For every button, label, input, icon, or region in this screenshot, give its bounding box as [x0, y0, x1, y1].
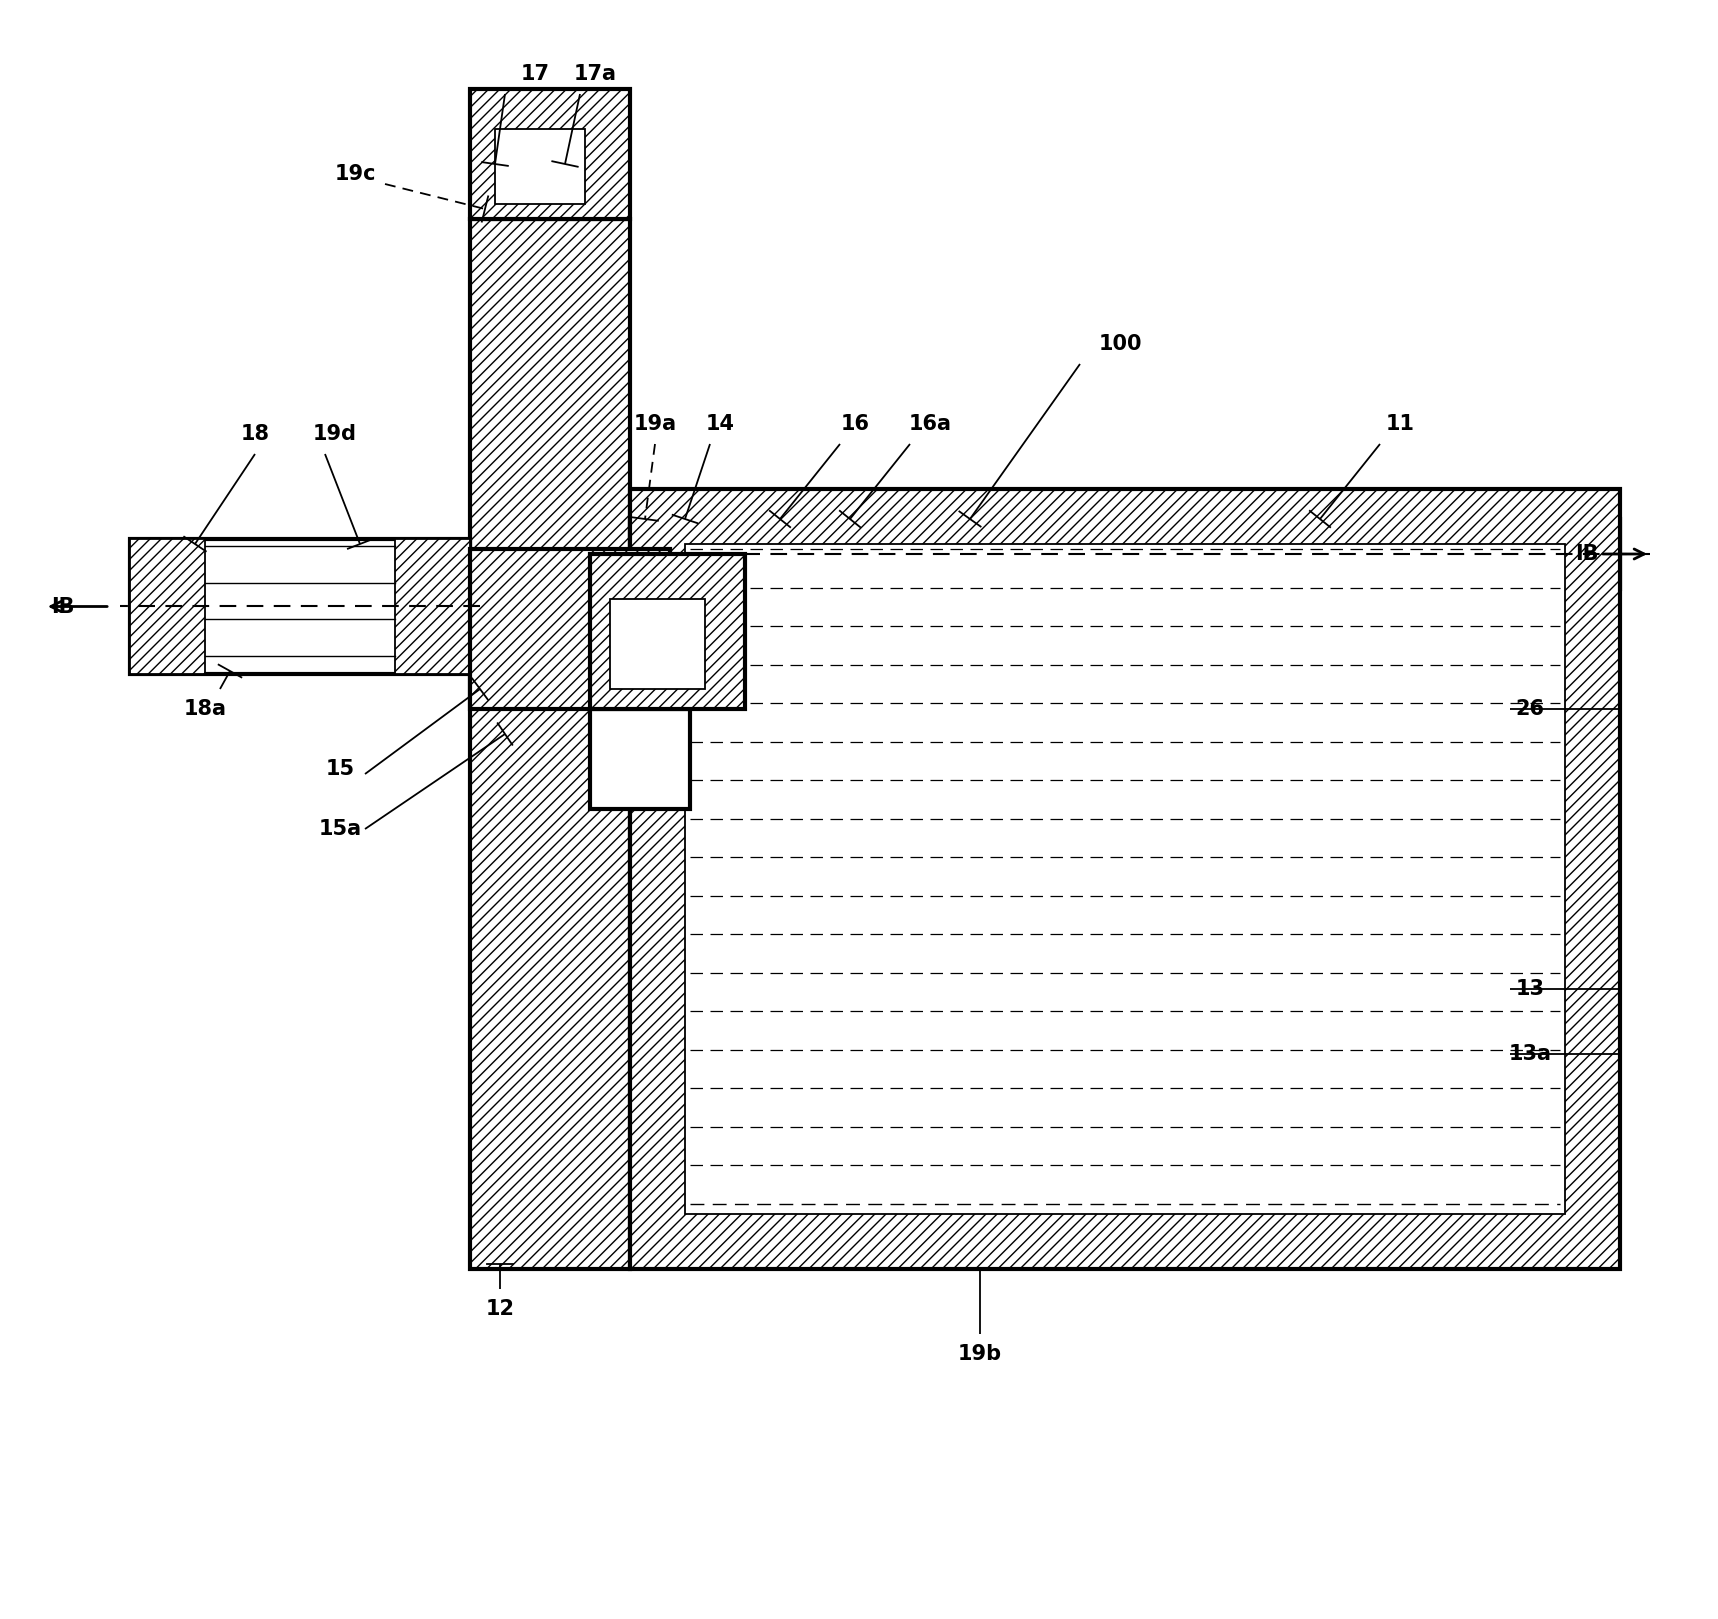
Bar [610, 599, 704, 690]
Text: 16a: 16a [909, 414, 952, 434]
Text: 19d: 19d [313, 424, 357, 444]
Bar [495, 130, 586, 204]
Text: 17a: 17a [574, 65, 617, 84]
Text: 18: 18 [241, 424, 270, 444]
Text: 13a: 13a [1508, 1044, 1551, 1064]
Text: IB: IB [1575, 544, 1598, 563]
Text: IB: IB [52, 596, 76, 617]
Text: 16: 16 [840, 414, 869, 434]
Bar [631, 489, 1620, 1269]
Bar [471, 549, 670, 709]
Bar [471, 89, 631, 219]
Bar [395, 539, 471, 674]
Text: 15: 15 [325, 759, 354, 779]
Bar [631, 520, 1620, 589]
Bar [589, 709, 691, 810]
Text: 19a: 19a [634, 414, 677, 434]
Text: 14: 14 [706, 414, 735, 434]
Text: 11: 11 [1385, 414, 1414, 434]
Text: 12: 12 [486, 1298, 514, 1319]
Bar [471, 219, 631, 1269]
Bar [685, 544, 1565, 1214]
Bar [131, 539, 204, 674]
Bar [589, 554, 746, 709]
Text: 13: 13 [1515, 979, 1544, 999]
Text: 18a: 18a [184, 699, 227, 719]
Text: 26: 26 [1515, 699, 1544, 719]
Text: 19b: 19b [959, 1344, 1002, 1363]
Text: 15a: 15a [318, 819, 361, 839]
Text: 100: 100 [1098, 334, 1142, 355]
Text: 17: 17 [521, 65, 550, 84]
Text: 19c: 19c [335, 164, 376, 185]
Bar [131, 539, 471, 674]
